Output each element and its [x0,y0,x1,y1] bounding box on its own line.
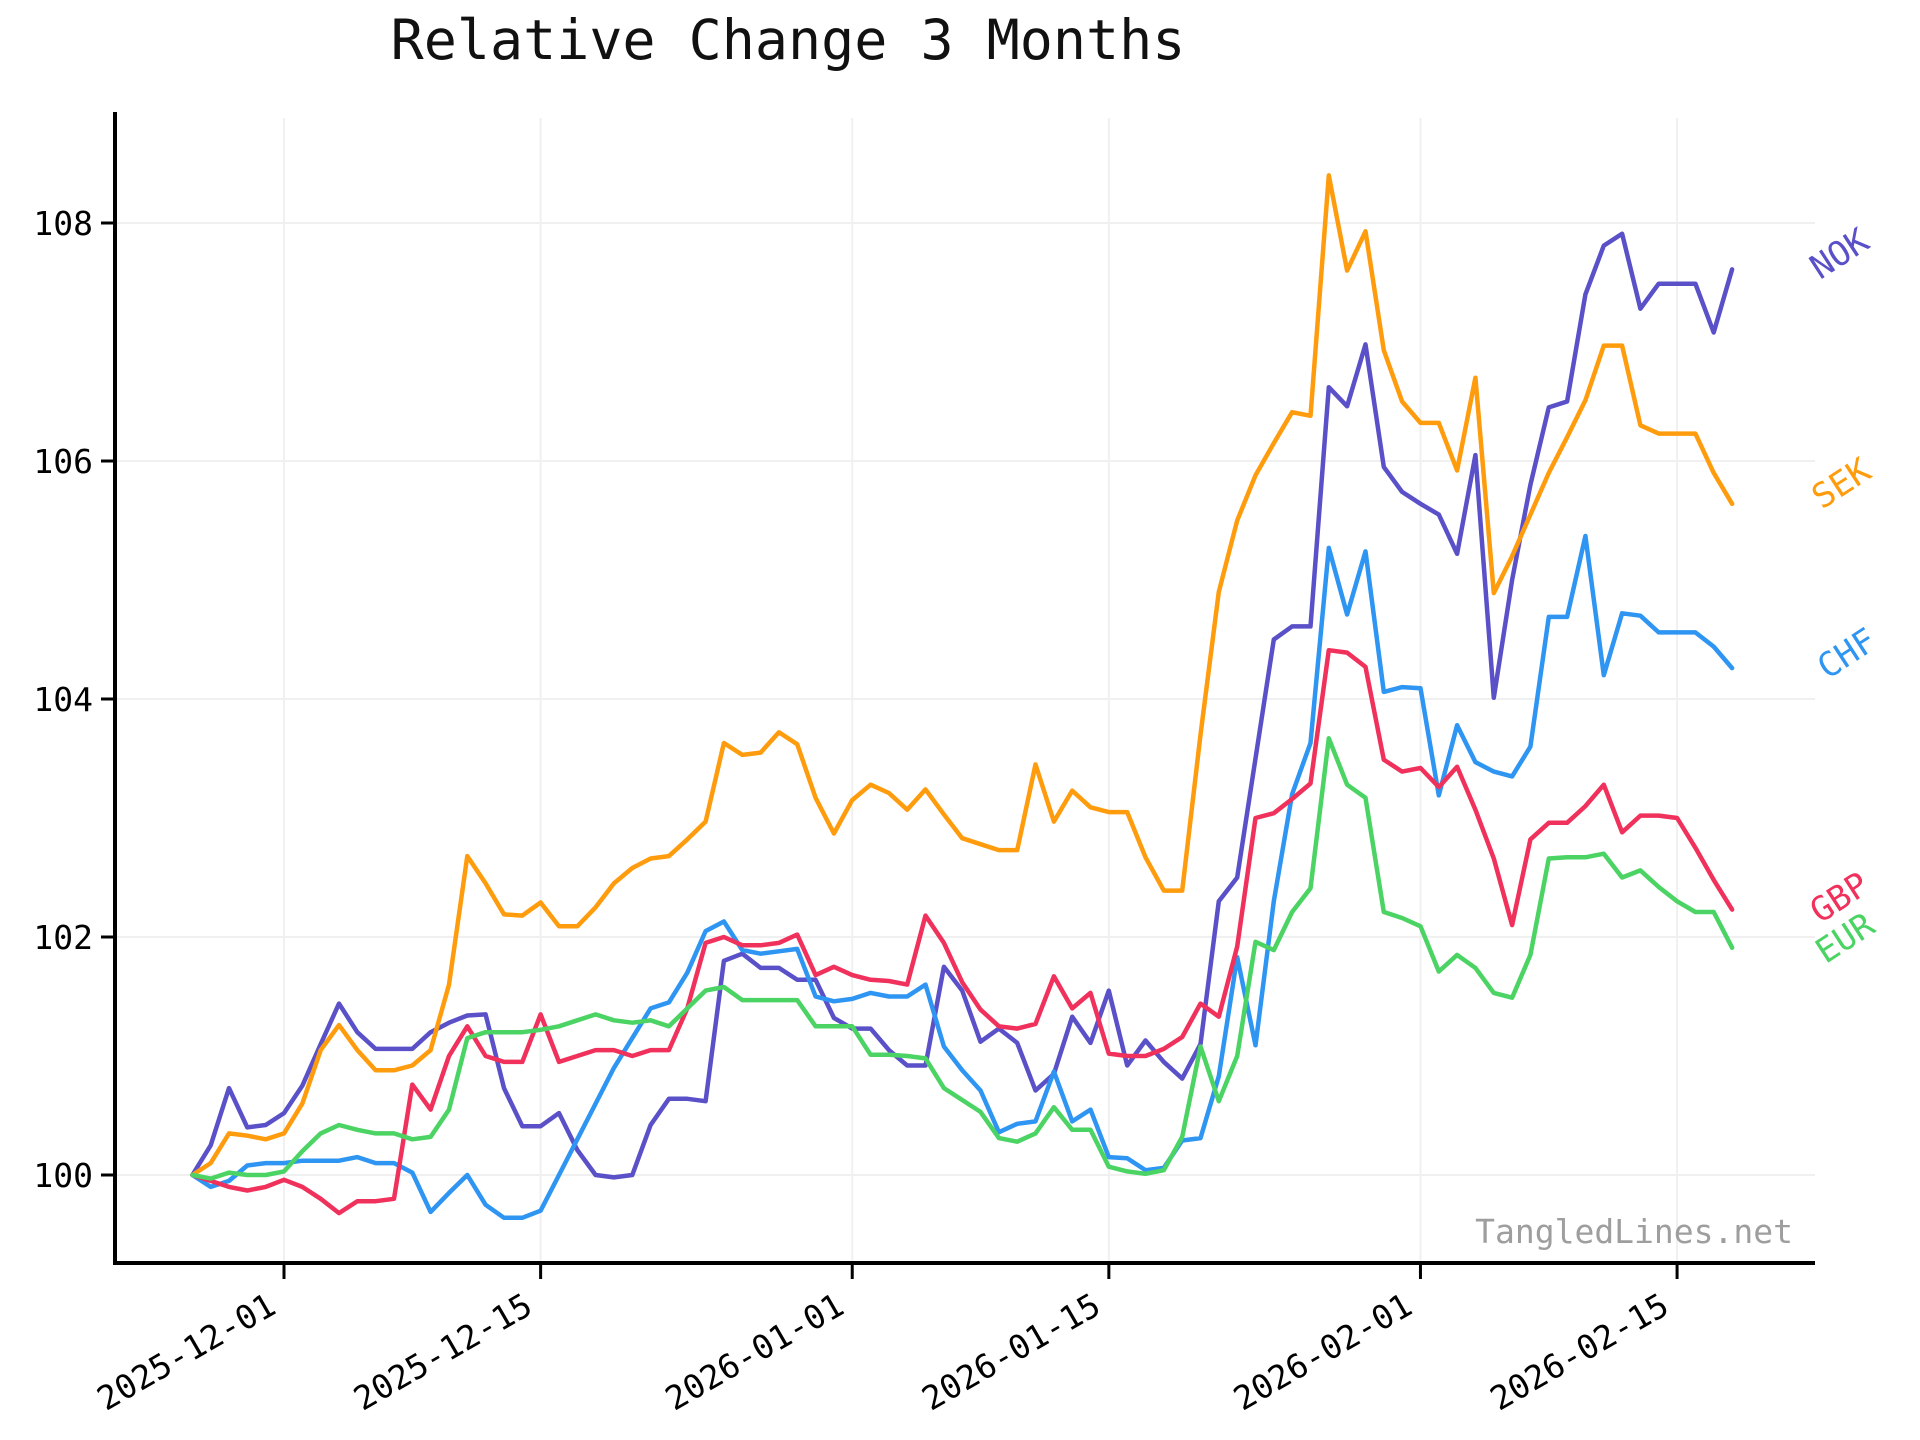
series-line-GBP [190,647,1735,1216]
x-tick-label: 2025-12-15 [347,1285,539,1418]
series-line-EUR [190,736,1735,1181]
series-label-CHF: CHF [1810,621,1883,688]
tick-labels: 100 102 104 106 108 2025-12-01 2025-12-15 2026-… [33,204,1675,1418]
y-tick-label: 106 [33,442,93,481]
y-tick-label: 102 [33,918,93,957]
series-line-SEK [190,173,1735,1178]
x-tick-label: 2026-02-15 [1484,1285,1676,1418]
y-tick-label: 104 [33,680,93,719]
axes [101,112,1815,1279]
x-tick-label: 2026-01-01 [659,1285,851,1418]
chart-title: Relative Change 3 Months [390,8,1186,72]
y-tick-label: 100 [33,1156,93,1195]
series-lines [190,173,1735,1221]
x-tick-label: 2025-12-01 [90,1285,282,1418]
series-label-SEK: SEK [1805,450,1879,517]
series-line-NOK [190,231,1735,1180]
x-tick-label: 2026-01-15 [915,1285,1107,1418]
x-tick-label: 2026-02-01 [1227,1285,1419,1418]
gridlines [115,118,1815,1263]
y-tick-label: 108 [33,204,93,243]
watermark: TangledLines.net [1475,1212,1793,1251]
series-label-NOK: NOK [1803,220,1877,287]
series-line-CHF [190,533,1735,1221]
